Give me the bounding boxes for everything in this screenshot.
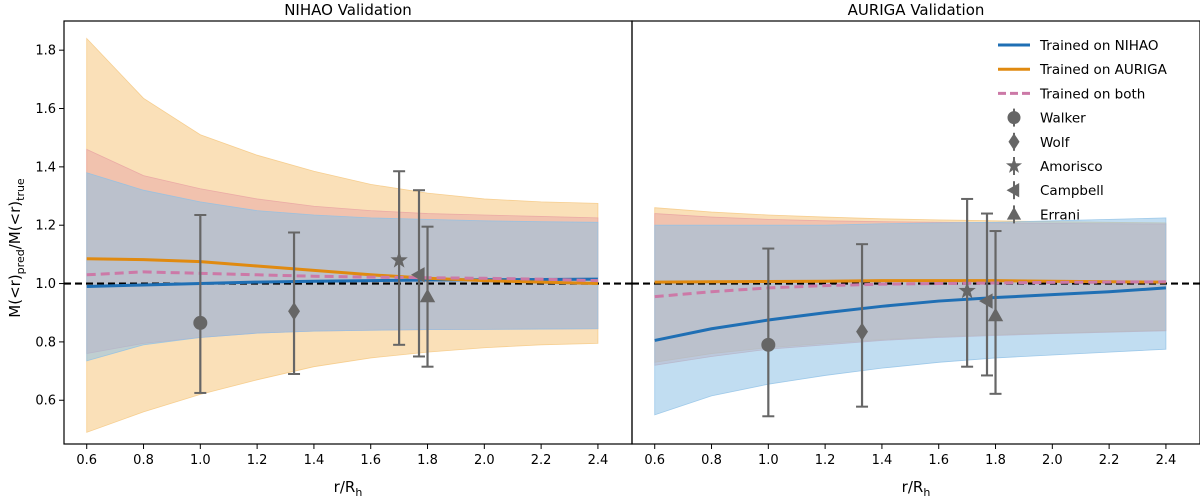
x-axis-label-left-sub: h: [355, 486, 362, 496]
legend-label: Amorisco: [1040, 159, 1103, 175]
y-tick-label: 1.4: [35, 160, 56, 175]
x-tick-label: 1.4: [872, 453, 893, 468]
legend-label: Errani: [1040, 207, 1080, 223]
estimator-errani: [987, 230, 1004, 395]
legend-label: Trained on AURIGA: [1039, 62, 1168, 78]
auriga-validation-panel: 0.6 0.8 1.0 1.2 1.4 1.6 1.8 2.0 2.2 2.4 AURIGA Va…: [631, 1, 1200, 468]
y-tick-label: 1.8: [35, 44, 56, 59]
estimator-wolf: [856, 243, 869, 408]
axes-frame: [631, 20, 1200, 445]
x-tick-label: 0.8: [701, 453, 722, 468]
legend-label: Campbell: [1040, 183, 1104, 199]
line-both: [86, 270, 598, 283]
x-tick-label: 2.4: [588, 453, 609, 468]
x-tick-label: 0.6: [76, 453, 97, 468]
star-marker: [958, 281, 976, 299]
x-tick-label: 1.2: [247, 453, 268, 468]
star-marker: [390, 251, 408, 268]
x-axis-label-right: r/Rh: [902, 478, 931, 496]
y-axis-label-part1: M(<r): [6, 274, 24, 317]
y-axis-label: M(<r)pred/M(<r)true: [6, 178, 27, 318]
estimator-campbell: [410, 189, 425, 358]
y-tick-label: 1.0: [35, 277, 56, 292]
auriga-panel-title: AURIGA Validation: [848, 1, 985, 19]
diamond-marker: [288, 302, 300, 321]
y-axis-label-part2: /M(<r): [6, 201, 24, 249]
legend-star-marker: [1005, 157, 1023, 173]
x-tick-label: 1.4: [304, 453, 325, 468]
legend-entry-walker: Walker: [1007, 108, 1086, 127]
x-axis-label-right-main: r/R: [902, 478, 924, 496]
legend-entry-trained-on-both: Trained on both: [998, 86, 1145, 102]
x-tick-label: 1.0: [190, 453, 211, 468]
legend-triangle-up-marker: [1006, 206, 1022, 220]
estimator-walker: [761, 247, 776, 418]
estimator-amorisco: [958, 197, 976, 368]
line-both: [654, 280, 1166, 299]
x-tick-label: 2.0: [1042, 453, 1063, 468]
x-tick-label: 1.6: [928, 453, 949, 468]
x-tick-label: 1.2: [815, 453, 836, 468]
band-nihao: [86, 172, 599, 362]
nihao-validation-panel: 0.6 0.8 1.0 1.2 1.4 1.6 1.8 2.0 2.2 2.4 0.6 0.8 1.0 1…: [35, 1, 633, 468]
x-tick-label: 2.2: [531, 453, 552, 468]
y-tick-label: 0.8: [35, 335, 56, 350]
x-tick-label: 2.4: [1156, 453, 1177, 468]
estimator-errani: [419, 225, 436, 368]
nihao-panel-title: NIHAO Validation: [284, 1, 412, 19]
x-tick-label: 1.0: [758, 453, 779, 468]
legend-triangle-left-marker: [1006, 183, 1020, 198]
y-tick-label: 1.2: [35, 219, 56, 234]
x-tick-label: 1.6: [360, 453, 381, 468]
legend-label: Walker: [1040, 111, 1086, 127]
x-tick-label: 0.8: [133, 453, 154, 468]
x-tick-label: 1.8: [985, 453, 1006, 468]
y-tick-label: 0.6: [35, 394, 56, 409]
legend: Trained on NIHAO Trained on AURIGA Trained…: [998, 38, 1168, 224]
plot-content: [64, 37, 632, 433]
y-axis-label-sub2: true: [14, 178, 27, 201]
legend-label: Trained on NIHAO: [1039, 38, 1159, 54]
triangle-up-marker: [987, 307, 1004, 322]
x-tick-label: 1.8: [417, 453, 438, 468]
legend-label: Trained on both: [1039, 86, 1145, 102]
legend-entry-amorisco: Amorisco: [1005, 157, 1103, 175]
y-tick-label: 1.6: [35, 102, 56, 117]
line-auriga: [86, 257, 598, 286]
x-tick-label: 0.6: [644, 453, 665, 468]
legend-circle-marker: [1007, 111, 1021, 125]
triangle-left-marker: [978, 293, 993, 309]
circle-marker: [761, 337, 776, 352]
legend-label: Wolf: [1040, 135, 1071, 151]
x-tick-label: 2.2: [1099, 453, 1120, 468]
x-axis-label-left-main: r/R: [334, 478, 356, 496]
legend-entry-errani: Errani: [1006, 205, 1080, 224]
y-axis-label-sub1: pred: [14, 249, 27, 274]
auriga-plot-area: 0.6 0.8 1.0 1.2 1.4 1.6 1.8 2.0 2.2 2.4: [631, 20, 1200, 468]
plot-content: [632, 197, 1200, 418]
estimator-amorisco: [390, 170, 408, 346]
x-axis-label-right-sub: h: [923, 486, 930, 496]
circle-marker: [193, 315, 208, 330]
diamond-marker: [856, 322, 868, 341]
estimator-wolf: [288, 231, 301, 375]
legend-entry-trained-on-nihao: Trained on NIHAO: [998, 38, 1159, 54]
legend-entry-trained-on-auriga: Trained on AURIGA: [998, 62, 1168, 78]
legend-entry-wolf: Wolf: [1008, 132, 1071, 151]
legend-entry-campbell: Campbell: [1006, 181, 1104, 200]
legend-diamond-marker: [1008, 133, 1020, 151]
x-axis-label-left: r/Rh: [334, 478, 363, 496]
nihao-plot-area: 0.6 0.8 1.0 1.2 1.4 1.6 1.8 2.0 2.2 2.4 0.6 0.8 1.0 1…: [35, 20, 633, 468]
triangle-up-marker: [419, 288, 436, 303]
x-tick-label: 2.0: [474, 453, 495, 468]
estimator-campbell: [978, 212, 993, 377]
band-nihao: [654, 217, 1167, 416]
line-nihao: [654, 286, 1167, 342]
estimator-walker: [193, 213, 208, 394]
triangle-left-marker: [410, 267, 425, 283]
